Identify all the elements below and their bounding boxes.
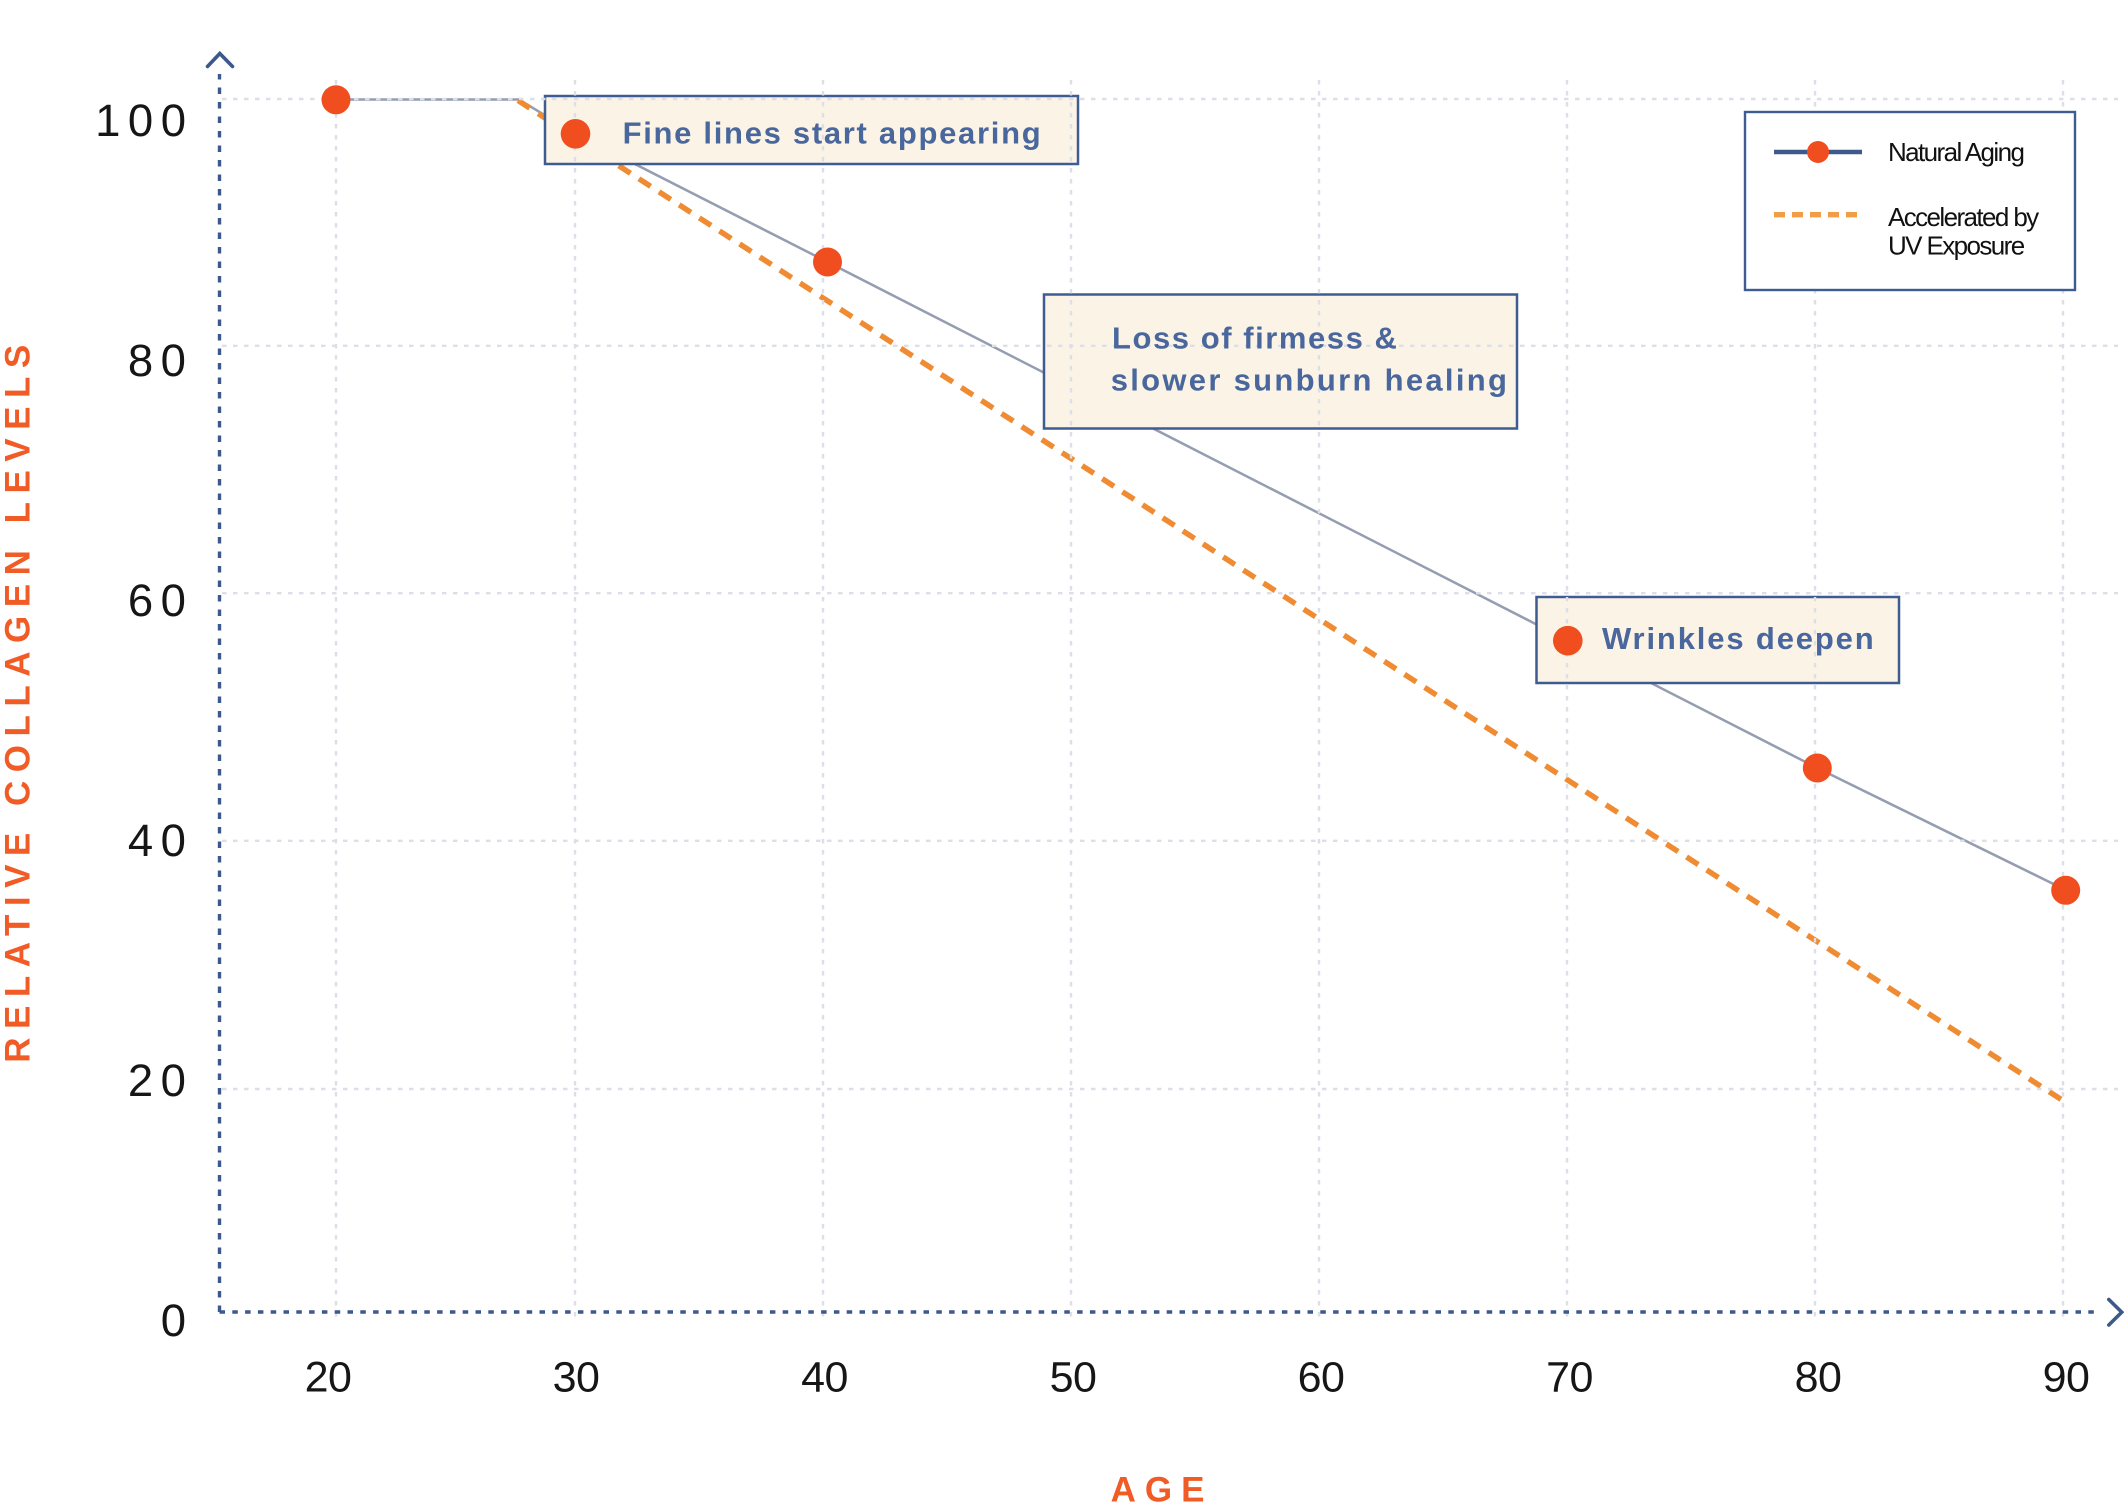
svg-text:60: 60 xyxy=(128,575,194,626)
svg-text:0: 0 xyxy=(161,1295,194,1346)
svg-text:40: 40 xyxy=(801,1354,848,1402)
svg-text:90: 90 xyxy=(2043,1354,2090,1402)
svg-text:50: 50 xyxy=(1050,1354,1097,1402)
svg-text:Natural Aging: Natural Aging xyxy=(1888,137,2023,167)
svg-text:Accelerated by: Accelerated by xyxy=(1888,202,2039,232)
svg-text:UV Exposure: UV Exposure xyxy=(1888,231,2025,261)
svg-text:60: 60 xyxy=(1298,1354,1345,1402)
svg-text:80: 80 xyxy=(128,335,194,386)
svg-text:Loss of firmess &: Loss of firmess & xyxy=(1112,321,1398,356)
svg-text:100: 100 xyxy=(95,95,193,146)
svg-text:80: 80 xyxy=(1795,1354,1842,1402)
svg-text:slower sunburn healing: slower sunburn healing xyxy=(1111,363,1510,398)
svg-text:20: 20 xyxy=(128,1055,194,1106)
svg-text:30: 30 xyxy=(553,1354,600,1402)
svg-text:Fine lines start appearing: Fine lines start appearing xyxy=(623,115,1043,150)
svg-text:70: 70 xyxy=(1546,1354,1593,1402)
svg-text:20: 20 xyxy=(305,1354,352,1402)
svg-text:Wrinkles deepen: Wrinkles deepen xyxy=(1602,621,1876,656)
svg-text:40: 40 xyxy=(128,815,194,866)
svg-text:RELATIVE COLLAGEN LEVELS: RELATIVE COLLAGEN LEVELS xyxy=(0,336,38,1062)
svg-text:AGE: AGE xyxy=(1111,1471,1214,1508)
